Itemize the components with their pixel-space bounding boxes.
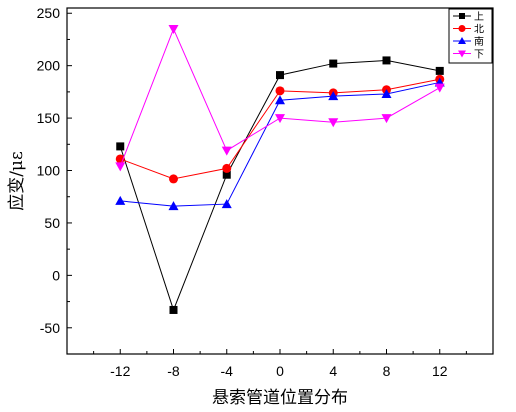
x-tick-label: 8 [383, 363, 391, 379]
data-point-triangle-up [168, 201, 179, 211]
data-point-triangle-up [115, 195, 126, 205]
data-point-triangle-down [328, 118, 339, 128]
y-tick-label: 150 [37, 110, 61, 126]
series-1 [116, 56, 444, 314]
legend-label: 下 [474, 50, 484, 61]
legend-label: 上 [474, 11, 484, 23]
data-point-square [329, 59, 338, 68]
y-axis-title: 应变/με [7, 151, 27, 211]
tick-labels: -12 -8 -4 0 4 8 12 -50 0 50 100 150 200 250 [37, 5, 448, 379]
y-tick-label: -50 [40, 320, 60, 336]
x-tick-label: 4 [329, 363, 337, 379]
data-point-square [435, 66, 444, 75]
y-tick-label: 0 [52, 267, 60, 283]
data-point-triangle-down [221, 146, 232, 156]
data-point-triangle-down [275, 114, 285, 124]
series-4 [115, 24, 445, 172]
data-point-triangle-up [381, 88, 392, 98]
y-tick-label: 250 [37, 5, 61, 21]
x-tick-label: -12 [110, 363, 130, 379]
x-tick-label: 12 [432, 363, 448, 379]
data-point-circle [275, 86, 285, 96]
y-tick-label: 50 [44, 215, 60, 231]
x-axis-title: 悬索管道位置分布 [212, 388, 348, 408]
legend-label: 南 [474, 35, 484, 48]
data-point-square [169, 305, 178, 314]
data-point-triangle-up [458, 37, 466, 44]
data-point-triangle-up [328, 91, 339, 101]
series-layer [115, 24, 445, 314]
data-point-triangle-up [275, 95, 285, 105]
y-tick-label: 200 [37, 58, 61, 74]
data-point-triangle-down [458, 50, 466, 58]
data-point-square [276, 71, 284, 80]
data-point-square [222, 170, 231, 179]
plot-frame [66, 7, 494, 355]
axis-ticks [67, 12, 467, 355]
data-point-square [116, 142, 125, 151]
data-point-triangle-down [381, 114, 392, 124]
data-point-square [459, 13, 465, 19]
x-tick-label: 0 [276, 363, 284, 379]
data-point-triangle-down [115, 162, 126, 172]
data-point-square [382, 56, 391, 65]
x-tick-label: -8 [167, 363, 180, 379]
legend-label: 北 [474, 24, 484, 36]
data-point-circle [169, 174, 178, 184]
data-point-triangle-up [221, 199, 232, 209]
y-tick-label: 100 [37, 163, 61, 179]
data-point-triangle-down [168, 24, 179, 34]
data-point-circle [222, 163, 232, 173]
series-3 [115, 77, 445, 211]
data-point-triangle-down [434, 83, 445, 93]
data-point-circle [458, 25, 466, 32]
legend-box [448, 8, 493, 64]
series-2 [115, 74, 445, 184]
x-tick-label: -4 [221, 363, 234, 379]
